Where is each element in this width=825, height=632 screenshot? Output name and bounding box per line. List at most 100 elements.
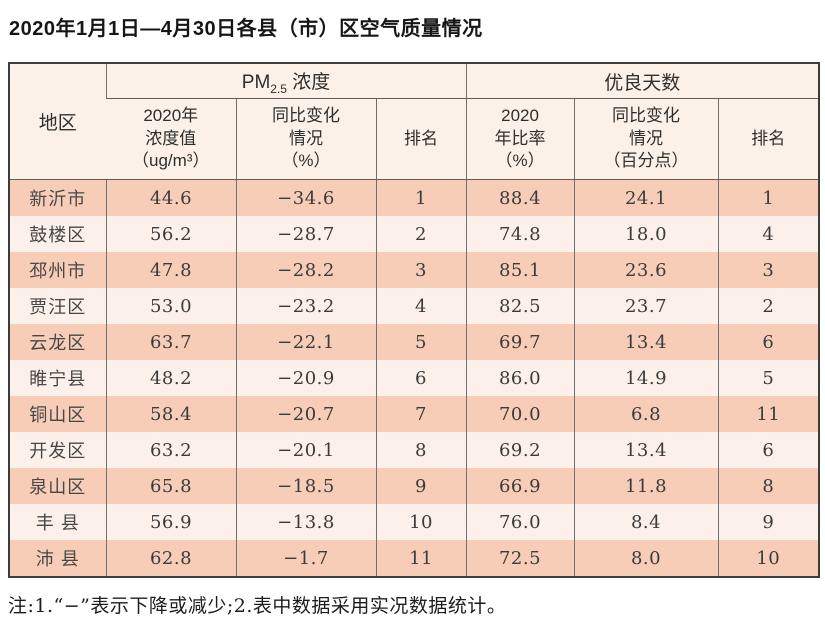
good-days-group-header: 优良天数 xyxy=(465,63,820,99)
region-cell: 睢宁县 xyxy=(29,369,87,389)
table-row: 泉山区 65.8 −18.5 9 66.9 11.8 8 xyxy=(9,468,820,504)
good-rate-cell: 69.2 xyxy=(465,432,575,468)
header-group-row: 地区 PM2.5 浓度 优良天数 xyxy=(9,63,820,180)
good-rate-cell: 86.0 xyxy=(465,360,575,396)
good-rate-header: 2020 年比率 （%） xyxy=(465,98,575,180)
table-row: 沛 县 62.8 −1.7 11 72.5 8.0 10 xyxy=(9,540,820,577)
pm25-value-cell: 47.8 xyxy=(105,252,236,288)
good-change-cell: 18.0 xyxy=(573,216,719,252)
pm25-rank-cell: 2 xyxy=(375,216,467,252)
header-sub-row: 2020年 浓度值 （ug/m³） 同比变化 情况 （%） 排名 2020 年比… xyxy=(9,98,820,180)
pm25-value-cell: 56.9 xyxy=(105,504,236,540)
good-rank-cell: 2 xyxy=(717,288,820,324)
good-change-cell: 11.8 xyxy=(573,468,719,504)
region-header: 地区 xyxy=(9,63,106,180)
good-change-cell: 13.4 xyxy=(573,324,719,360)
pm25-change-header: 同比变化 情况 （%） xyxy=(235,98,376,180)
pm25-change-cell: −20.1 xyxy=(235,432,376,468)
pm25-rank-cell: 1 xyxy=(375,179,467,216)
pm25-change-cell: −22.1 xyxy=(235,324,376,360)
footnote: 注:1.“−”表示下降或减少;2.表中数据采用实况数据统计。 xyxy=(8,595,507,617)
good-change-cell: 24.1 xyxy=(573,179,719,216)
pm25-value-header: 2020年 浓度值 （ug/m³） xyxy=(106,98,236,180)
pm25-label-prefix: PM xyxy=(241,71,271,93)
region-cell: 开发区 xyxy=(29,441,87,461)
pm25-rank-cell: 3 xyxy=(375,252,467,288)
table-row: 贾汪区 53.0 −23.2 4 82.5 23.7 2 xyxy=(9,288,820,324)
good-change-header: 同比变化 情况 （百分点） xyxy=(573,98,719,180)
pm25-value-cell: 58.4 xyxy=(105,396,236,432)
pm25-change-cell: −34.6 xyxy=(235,179,376,216)
region-cell: 丰 县 xyxy=(35,513,80,533)
pm25-rank-cell: 6 xyxy=(375,360,467,396)
table-row: 铜山区 58.4 −20.7 7 70.0 6.8 11 xyxy=(9,396,820,432)
good-rank-cell: 11 xyxy=(717,396,820,432)
good-change-cell: 8.4 xyxy=(573,504,719,540)
good-rate-cell: 70.0 xyxy=(465,396,575,432)
pm25-rank-cell: 7 xyxy=(375,396,467,432)
pm25-label-suffix: 浓度 xyxy=(286,71,331,93)
good-rank-cell: 9 xyxy=(717,504,820,540)
good-change-cell: 13.4 xyxy=(573,432,719,468)
table-row: 开发区 63.2 −20.1 8 69.2 13.4 6 xyxy=(9,432,820,468)
pm25-change-cell: −28.2 xyxy=(235,252,376,288)
good-rate-cell: 88.4 xyxy=(465,179,575,216)
region-cell: 邳州市 xyxy=(29,261,87,281)
pm25-change-cell: −23.2 xyxy=(235,288,376,324)
table-row: 云龙区 63.7 −22.1 5 69.7 13.4 6 xyxy=(9,324,820,360)
region-cell: 新沂市 xyxy=(29,189,87,209)
pm25-rank-cell: 5 xyxy=(375,324,467,360)
pm25-rank-cell: 8 xyxy=(375,432,467,468)
table-row: 睢宁县 48.2 −20.9 6 86.0 14.9 5 xyxy=(9,360,820,396)
region-cell: 沛 县 xyxy=(35,549,80,569)
good-rank-cell: 8 xyxy=(717,468,820,504)
pm25-change-cell: −1.7 xyxy=(235,540,376,577)
good-change-cell: 23.6 xyxy=(573,252,719,288)
good-rate-cell: 66.9 xyxy=(465,468,575,504)
table-row: 新沂市 44.6 −34.6 1 88.4 24.1 1 xyxy=(9,179,820,216)
pm25-value-cell: 56.2 xyxy=(105,216,236,252)
good-rate-cell: 85.1 xyxy=(465,252,575,288)
good-rate-cell: 82.5 xyxy=(465,288,575,324)
good-rank-cell: 6 xyxy=(717,324,820,360)
pm25-change-cell: −18.5 xyxy=(235,468,376,504)
region-cell: 铜山区 xyxy=(29,405,87,425)
good-rank-cell: 1 xyxy=(717,179,820,216)
table-row: 邳州市 47.8 −28.2 3 85.1 23.6 3 xyxy=(9,252,820,288)
pm25-rank-cell: 11 xyxy=(375,540,467,577)
good-rank-cell: 3 xyxy=(717,252,820,288)
air-quality-table: 地区 PM2.5 浓度 优良天数 2020年 浓度值 （ug/m³） 同比变化 … xyxy=(8,62,821,578)
region-cell: 泉山区 xyxy=(29,477,87,497)
page-title: 2020年1月1日—4月30日各县（市）区空气质量情况 xyxy=(9,18,483,40)
good-rank-cell: 4 xyxy=(717,216,820,252)
good-rate-cell: 74.8 xyxy=(465,216,575,252)
pm25-rank-header: 排名 xyxy=(375,98,467,180)
good-rank-cell: 10 xyxy=(717,540,820,577)
region-cell: 云龙区 xyxy=(29,333,87,353)
pm25-change-cell: −28.7 xyxy=(235,216,376,252)
pm25-value-cell: 53.0 xyxy=(105,288,236,324)
good-change-cell: 14.9 xyxy=(573,360,719,396)
pm25-value-cell: 65.8 xyxy=(105,468,236,504)
region-cell: 鼓楼区 xyxy=(29,225,87,245)
good-rank-cell: 6 xyxy=(717,432,820,468)
pm25-rank-cell: 10 xyxy=(375,504,467,540)
pm25-rank-cell: 4 xyxy=(375,288,467,324)
good-change-cell: 23.7 xyxy=(573,288,719,324)
pm25-rank-cell: 9 xyxy=(375,468,467,504)
pm25-change-cell: −20.9 xyxy=(235,360,376,396)
good-rank-cell: 5 xyxy=(717,360,820,396)
good-change-cell: 8.0 xyxy=(573,540,719,577)
table-row: 丰 县 56.9 −13.8 10 76.0 8.4 9 xyxy=(9,504,820,540)
pm25-change-cell: −20.7 xyxy=(235,396,376,432)
pm25-value-cell: 44.6 xyxy=(105,179,236,216)
good-rank-header: 排名 xyxy=(717,98,820,180)
table-row: 鼓楼区 56.2 −28.7 2 74.8 18.0 4 xyxy=(9,216,820,252)
pm25-value-cell: 62.8 xyxy=(105,540,236,577)
pm25-value-cell: 63.7 xyxy=(105,324,236,360)
region-cell: 贾汪区 xyxy=(29,297,87,317)
pm25-value-cell: 63.2 xyxy=(105,432,236,468)
pm25-label-subscript: 2.5 xyxy=(270,81,287,96)
pm25-change-cell: −13.8 xyxy=(235,504,376,540)
good-change-cell: 6.8 xyxy=(573,396,719,432)
